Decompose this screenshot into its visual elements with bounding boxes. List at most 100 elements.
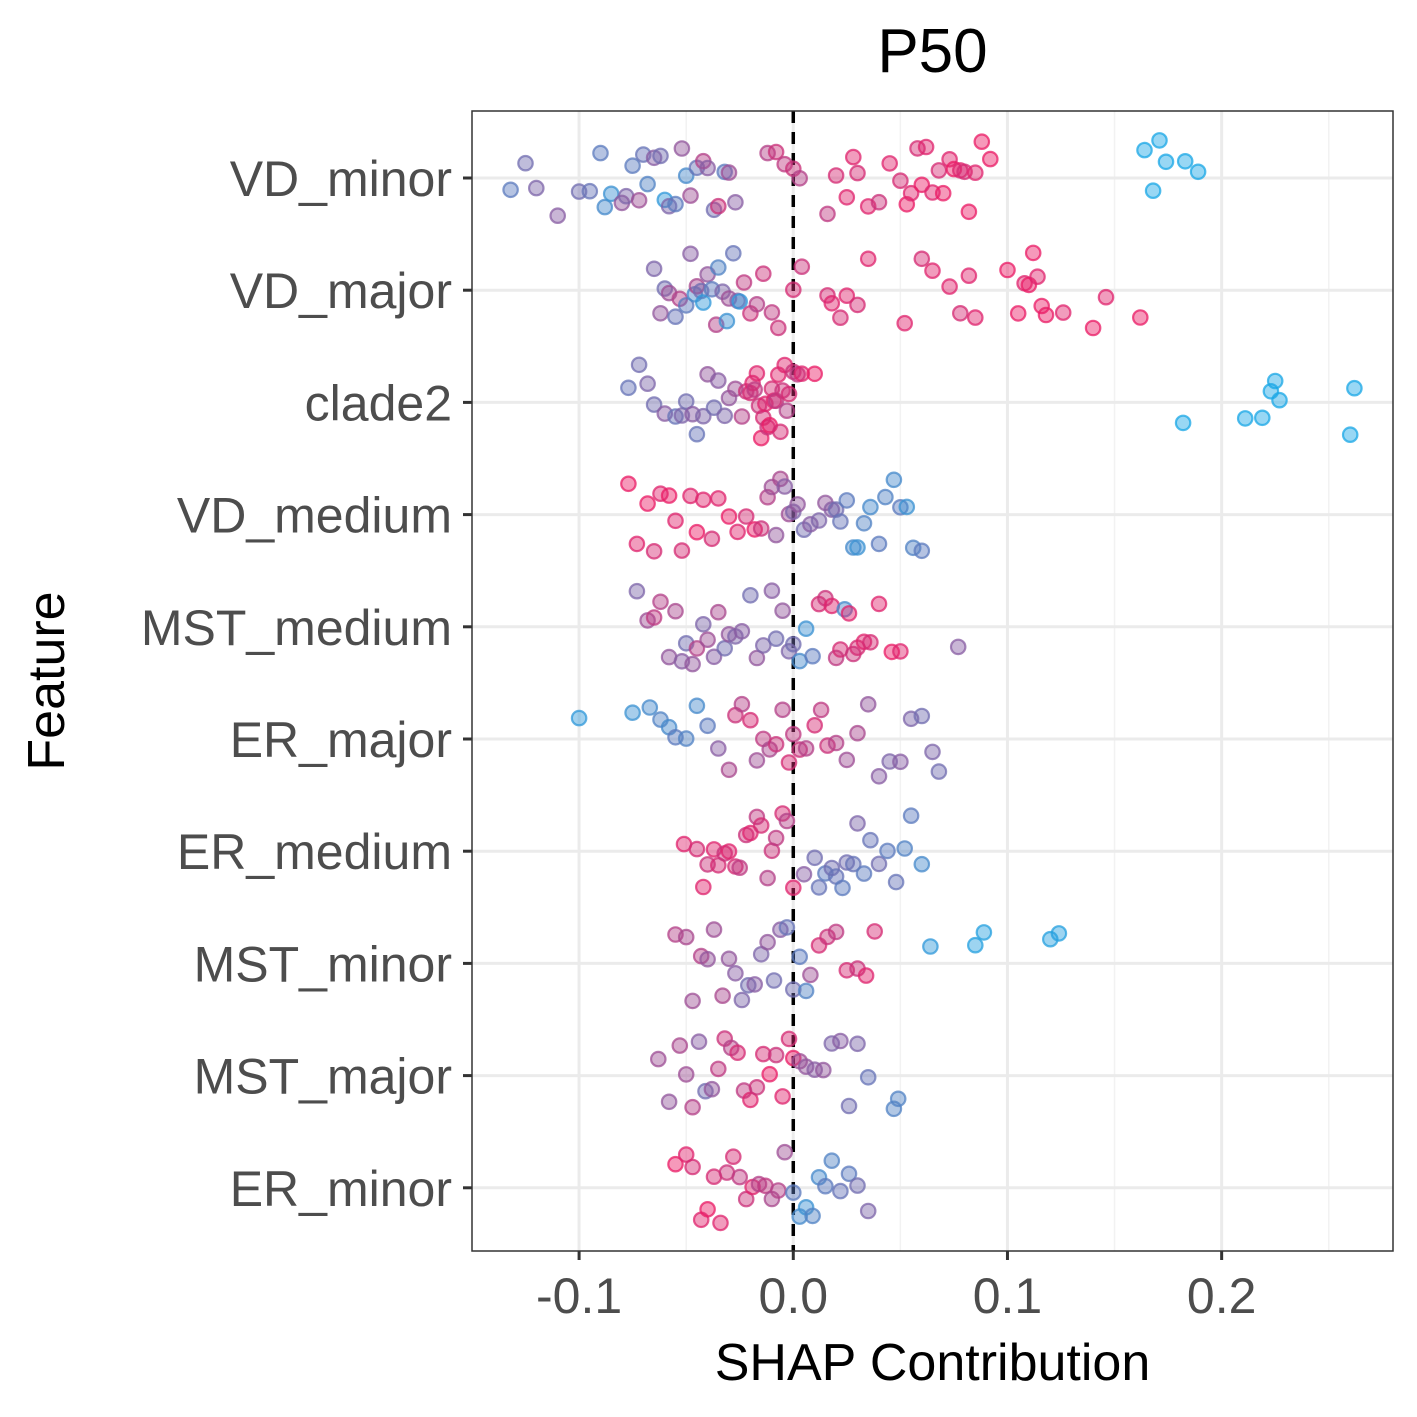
point-MST_medium bbox=[694, 615, 712, 633]
point-VD_major bbox=[1097, 288, 1115, 306]
data-points bbox=[502, 132, 1363, 1232]
point-clade2 bbox=[1346, 379, 1363, 397]
series-ER_medium bbox=[675, 805, 931, 897]
point-VD_minor bbox=[727, 194, 744, 211]
point-VD_major bbox=[754, 265, 772, 282]
point-VD_medium bbox=[767, 526, 785, 544]
point-MST_medium bbox=[840, 605, 858, 622]
x-axis: -0.1 0.0 0.1 0.2 bbox=[536, 1251, 1256, 1324]
series-ER_minor bbox=[667, 1143, 877, 1232]
point-VD_medium bbox=[810, 512, 828, 529]
point-MST_minor bbox=[705, 921, 723, 938]
point-ER_medium bbox=[870, 855, 888, 873]
point-MST_minor bbox=[797, 982, 815, 1000]
point-VD_minor bbox=[581, 182, 599, 200]
series-VD_minor bbox=[502, 132, 1207, 224]
point-VD_major bbox=[677, 297, 695, 314]
point-VD_major bbox=[667, 308, 684, 325]
point-clade2 bbox=[705, 399, 723, 416]
point-VD_minor bbox=[1144, 182, 1162, 199]
point-MST_medium bbox=[628, 582, 646, 600]
point-VD_minor bbox=[934, 184, 952, 202]
point-MST_major bbox=[832, 1032, 849, 1050]
point-VD_minor bbox=[776, 155, 793, 173]
point-VD_minor bbox=[652, 147, 669, 165]
point-ER_minor bbox=[823, 1152, 841, 1169]
chart-title: P50 bbox=[877, 17, 987, 86]
point-VD_major bbox=[1054, 304, 1072, 321]
point-VD_minor bbox=[844, 148, 862, 166]
series-clade2 bbox=[620, 356, 1363, 447]
point-VD_major bbox=[1009, 305, 1027, 322]
point-MST_medium bbox=[742, 586, 759, 604]
y-tick-label: MST_medium bbox=[141, 600, 452, 656]
point-VD_medium bbox=[870, 535, 888, 553]
point-VD_medium bbox=[849, 539, 866, 556]
point-clade2 bbox=[1271, 391, 1288, 409]
point-MST_medium bbox=[667, 602, 684, 620]
point-ER_major bbox=[892, 753, 909, 771]
point-MST_medium bbox=[688, 640, 706, 657]
point-VD_minor bbox=[892, 172, 909, 189]
point-ER_minor bbox=[804, 1207, 821, 1225]
point-MST_minor bbox=[714, 987, 731, 1004]
point-VD_medium bbox=[688, 523, 706, 541]
point-MST_minor bbox=[975, 924, 993, 941]
point-VD_medium bbox=[703, 530, 721, 548]
y-tick-label: ER_medium bbox=[177, 824, 452, 880]
point-VD_medium bbox=[877, 488, 894, 506]
point-VD_major bbox=[832, 309, 849, 326]
point-ER_medium bbox=[694, 878, 712, 896]
point-ER_major bbox=[677, 730, 695, 747]
point-VD_minor bbox=[767, 143, 785, 161]
point-VD_medium bbox=[862, 498, 879, 516]
point-MST_major bbox=[649, 1050, 667, 1068]
point-MST_medium bbox=[892, 643, 909, 660]
point-VD_major bbox=[694, 294, 712, 311]
point-ER_major bbox=[733, 695, 751, 713]
point-VD_major bbox=[718, 312, 736, 330]
point-VD_major bbox=[652, 304, 669, 322]
point-VD_major bbox=[951, 304, 969, 322]
series-VD_medium bbox=[620, 470, 931, 560]
point-VD_medium bbox=[628, 535, 646, 553]
point-VD_minor bbox=[549, 207, 566, 224]
series-VD_major bbox=[645, 244, 1149, 337]
point-clade2 bbox=[778, 402, 796, 419]
point-ER_medium bbox=[795, 865, 813, 883]
point-ER_major bbox=[849, 724, 866, 742]
point-ER_medium bbox=[748, 808, 766, 826]
point-MST_major bbox=[709, 1060, 727, 1078]
point-ER_medium bbox=[759, 869, 776, 887]
point-VD_minor bbox=[981, 150, 999, 168]
point-MST_major bbox=[754, 1045, 772, 1063]
point-VD_minor bbox=[709, 197, 727, 215]
point-VD_minor bbox=[966, 164, 984, 181]
point-VD_major bbox=[966, 309, 984, 326]
point-VD_minor bbox=[592, 144, 609, 162]
point-MST_major bbox=[729, 1044, 746, 1061]
point-VD_medium bbox=[776, 478, 793, 495]
point-ER_major bbox=[699, 717, 716, 735]
point-ER_medium bbox=[731, 859, 748, 876]
point-MST_major bbox=[671, 1037, 689, 1054]
point-ER_minor bbox=[776, 1143, 793, 1161]
point-VD_minor bbox=[624, 157, 641, 174]
point-VD_minor bbox=[677, 167, 695, 184]
point-clade2 bbox=[694, 407, 712, 425]
point-MST_minor bbox=[819, 928, 836, 946]
point-ER_medium bbox=[887, 873, 905, 891]
y-tick-label: VD_major bbox=[230, 263, 452, 319]
point-clade2 bbox=[1254, 409, 1271, 427]
point-MST_major bbox=[703, 1080, 721, 1098]
point-VD_major bbox=[924, 262, 941, 279]
point-ER_major bbox=[930, 763, 948, 780]
point-VD_major bbox=[1084, 319, 1102, 337]
point-MST_medium bbox=[827, 649, 845, 667]
point-MST_minor bbox=[966, 936, 984, 954]
point-VD_minor bbox=[1157, 153, 1175, 171]
series-MST_major bbox=[649, 1030, 907, 1118]
panel-border bbox=[471, 110, 1394, 1252]
point-ER_major bbox=[797, 740, 815, 757]
point-VD_minor bbox=[791, 170, 808, 187]
